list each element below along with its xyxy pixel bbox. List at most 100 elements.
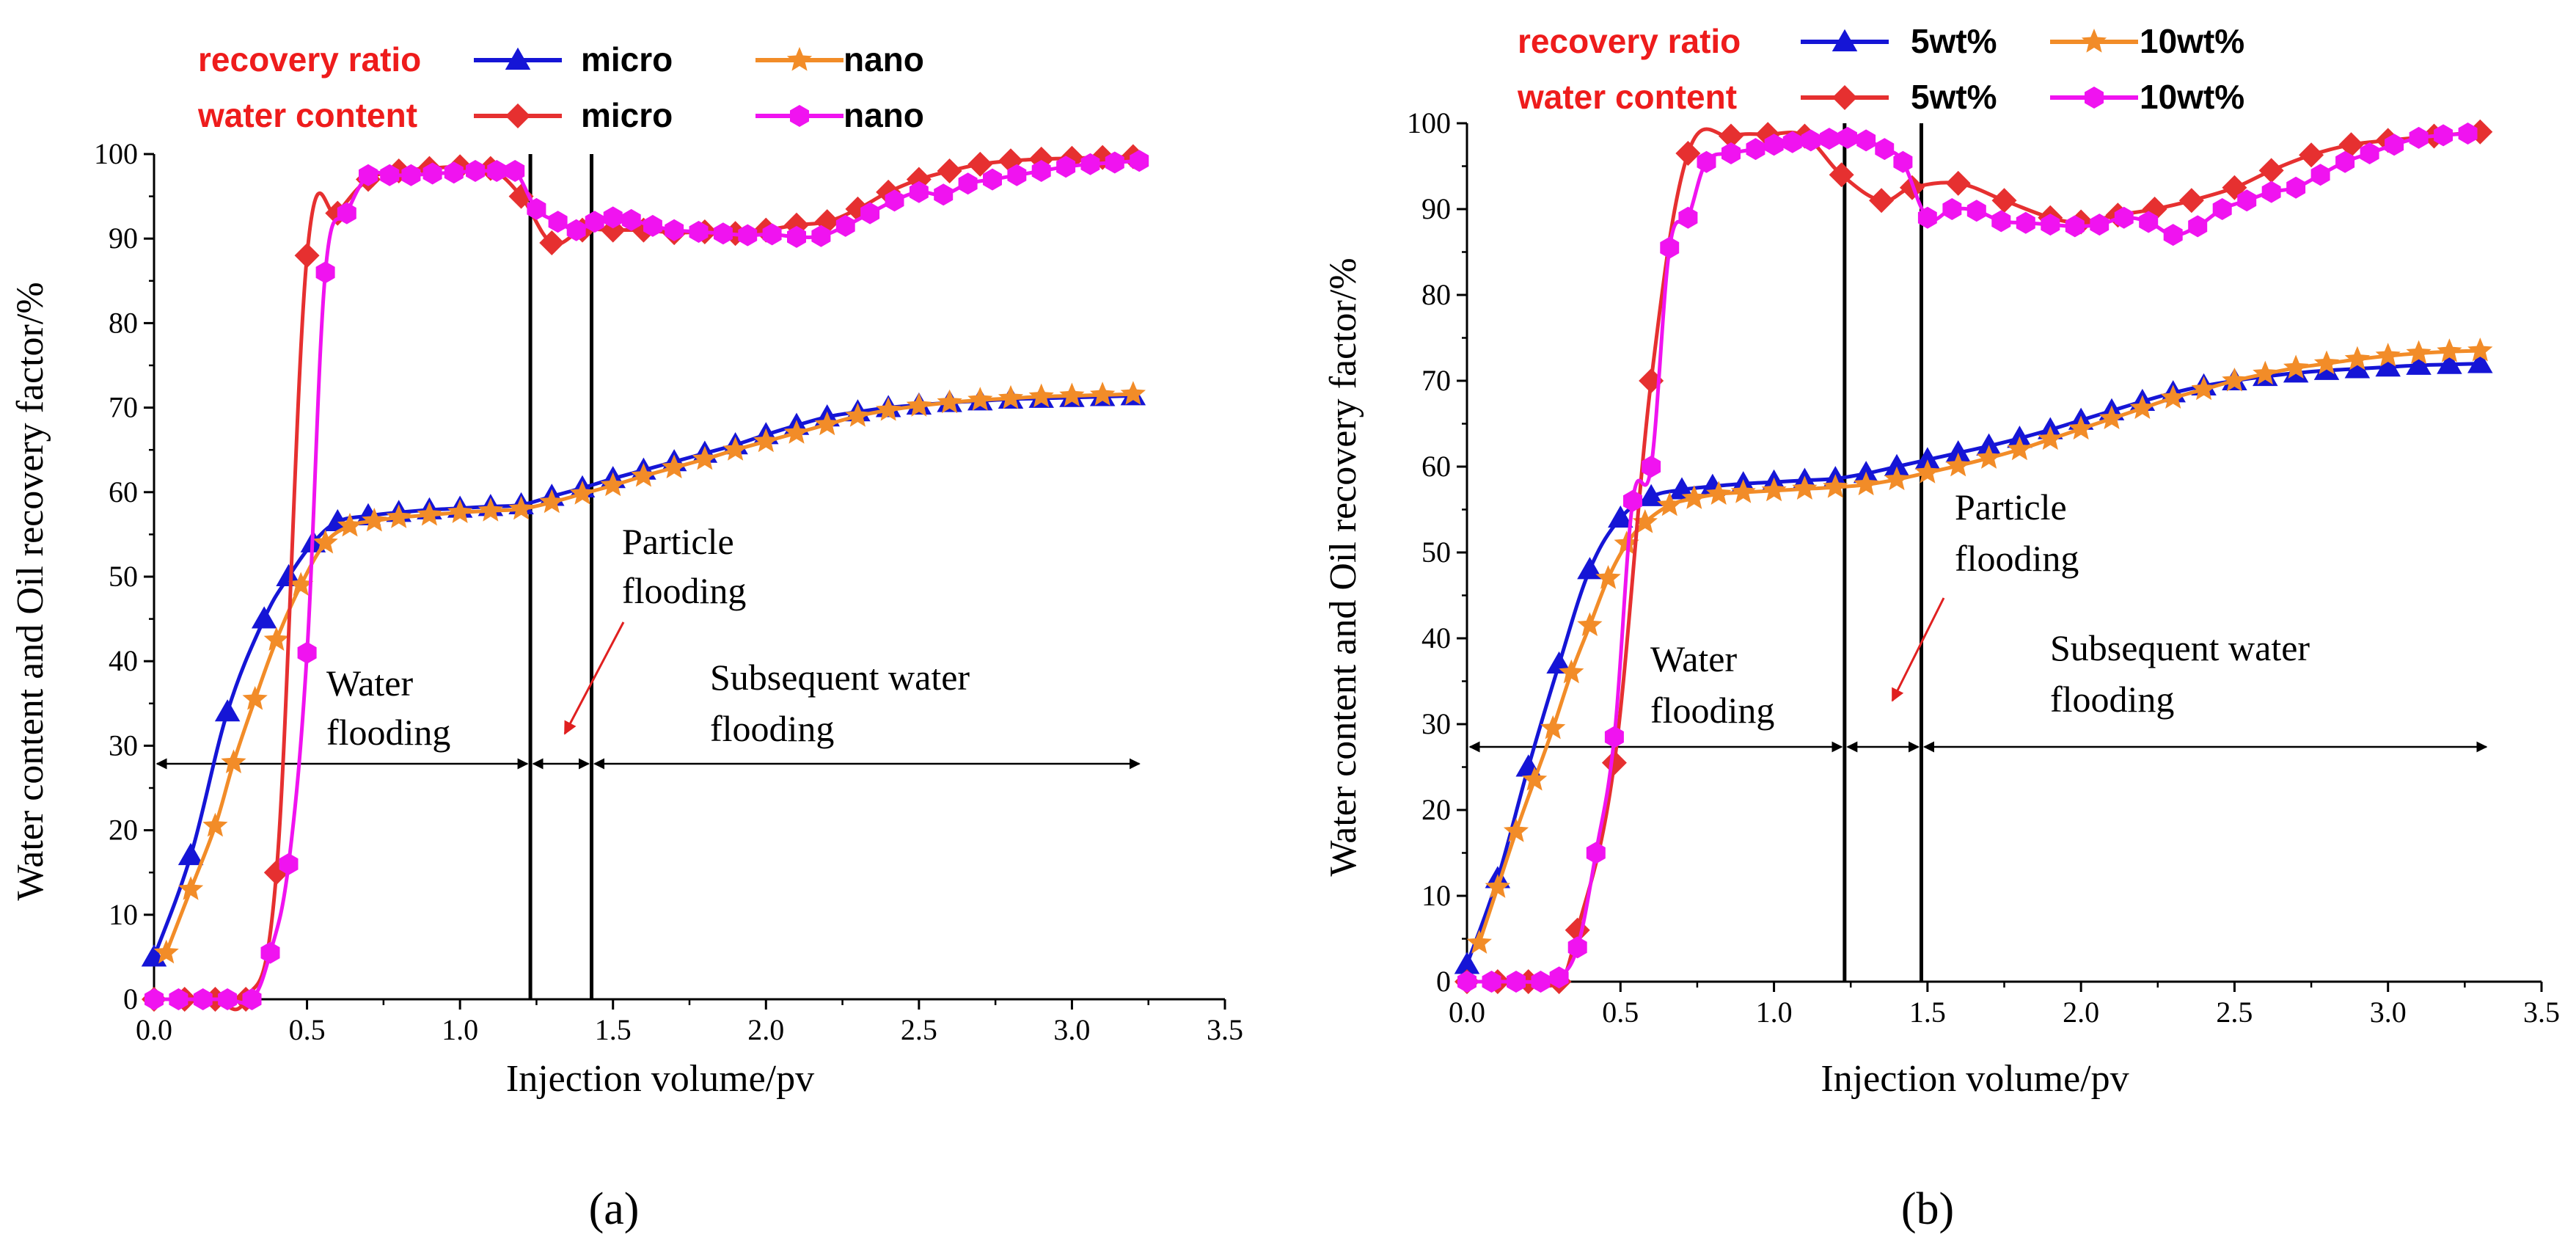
y-axis-title: Water content and Oil recovery factor/%	[10, 282, 51, 900]
data-point	[1482, 971, 1501, 993]
data-point	[1792, 475, 1818, 500]
data-point	[260, 941, 280, 964]
legend-marker	[790, 105, 809, 127]
data-point	[845, 403, 871, 427]
data-point	[1028, 383, 1054, 408]
data-point	[1090, 382, 1116, 406]
data-point	[2434, 124, 2453, 147]
data-point	[1586, 842, 1606, 864]
data-point	[958, 172, 978, 195]
y-tick-label: 100	[94, 137, 138, 170]
data-point	[251, 606, 277, 629]
data-point	[337, 202, 356, 225]
x-tick-label: 2.0	[747, 1013, 784, 1046]
legend: recovery ratio water content 5wt% 10wt% 5wt%…	[1517, 22, 2244, 116]
data-point	[1675, 140, 1701, 166]
y-tick-label: 60	[109, 475, 138, 508]
data-point	[2237, 189, 2257, 212]
data-point	[1623, 489, 1642, 512]
data-point	[1638, 483, 1664, 506]
annotation-subsequent-water-flooding: flooding	[710, 708, 834, 749]
legend-marker	[505, 47, 531, 70]
data-point	[466, 160, 485, 182]
data-point	[662, 454, 687, 478]
data-point	[539, 230, 565, 255]
data-point	[1966, 200, 1986, 222]
data-point	[2437, 338, 2462, 362]
data-point	[1614, 530, 1639, 555]
data-point	[967, 151, 993, 177]
data-point	[566, 219, 586, 241]
annotation-water-flooding: Water	[1650, 638, 1737, 679]
data-point	[477, 497, 503, 522]
data-point	[835, 214, 855, 237]
data-point	[2338, 132, 2364, 158]
x-tick-label: 1.0	[1756, 996, 1793, 1029]
data-point	[937, 389, 962, 414]
data-point	[1823, 474, 1848, 498]
data-point	[1485, 874, 1510, 898]
y-tick-label: 80	[1421, 278, 1451, 311]
x-tick-label: 0.5	[289, 1013, 326, 1046]
series-recovery-ratio-5wt-	[1454, 351, 2493, 974]
data-point	[934, 183, 954, 206]
data-point	[2467, 351, 2493, 373]
data-point	[2385, 134, 2404, 156]
data-point	[294, 243, 320, 269]
legend-entry-label: 10wt%	[2140, 78, 2244, 116]
data-point	[1697, 150, 1716, 173]
data-point	[2065, 215, 2085, 238]
data-point	[297, 641, 317, 664]
data-point	[2007, 436, 2032, 461]
data-point	[242, 686, 268, 710]
annotation-particle-flooding: Particle	[1955, 486, 2067, 528]
data-point	[1945, 452, 1971, 477]
data-point	[2178, 188, 2204, 214]
data-point	[2344, 346, 2370, 371]
x-tick-label: 1.5	[595, 1013, 632, 1046]
data-point	[876, 397, 901, 421]
data-point	[753, 428, 779, 453]
data-point	[631, 462, 656, 487]
data-point	[508, 495, 534, 520]
data-point	[178, 876, 204, 900]
data-point	[1080, 153, 1100, 175]
data-point	[1782, 131, 1802, 153]
series-water-content-10wt-	[1457, 123, 2478, 993]
data-point	[288, 572, 314, 596]
x-tick-label: 3.5	[1207, 1013, 1243, 1046]
y-tick-label: 40	[1421, 621, 1451, 654]
y-tick-label: 10	[1421, 879, 1451, 912]
data-point	[2313, 350, 2340, 375]
data-point	[1721, 142, 1741, 164]
data-point	[2458, 123, 2478, 145]
annotation-water-flooding: flooding	[326, 712, 450, 753]
data-point	[1869, 188, 1895, 214]
data-point	[2375, 343, 2401, 367]
legend-row-label: water content	[1517, 78, 1737, 116]
data-point	[1838, 126, 1857, 149]
legend-entry-label: nano	[844, 96, 924, 134]
data-point	[1991, 188, 2017, 214]
x-tick-label: 2.5	[901, 1013, 937, 1046]
data-point	[2163, 224, 2183, 247]
data-point	[1130, 150, 1149, 172]
data-point	[811, 225, 831, 247]
data-point	[2261, 180, 2281, 203]
data-point	[1991, 210, 2011, 233]
data-point	[2068, 415, 2094, 440]
data-point	[2406, 340, 2432, 365]
data-point	[738, 224, 758, 247]
data-point	[1819, 128, 1839, 150]
series-recovery-ratio-10wt-	[1466, 337, 2493, 954]
data-point	[713, 222, 733, 245]
x-tick-label: 0.0	[136, 1013, 172, 1046]
data-point	[1059, 382, 1085, 406]
data-point	[2406, 352, 2432, 375]
legend-entry-label: nano	[844, 40, 924, 79]
data-point	[153, 939, 179, 964]
data-point	[202, 812, 228, 837]
chart-panel-a: 0 10 20 30 40 50 60 70 80 90 100 0.0 0.5 1.0 1.5 2.0 2.5…	[10, 40, 1243, 1234]
chart-panel-b: 0 10 20 30 40 50 60 70 80 90 100 0.0 0.5 1.0 1.5 2.0 2.5…	[1322, 22, 2560, 1234]
data-point	[1917, 206, 1937, 229]
